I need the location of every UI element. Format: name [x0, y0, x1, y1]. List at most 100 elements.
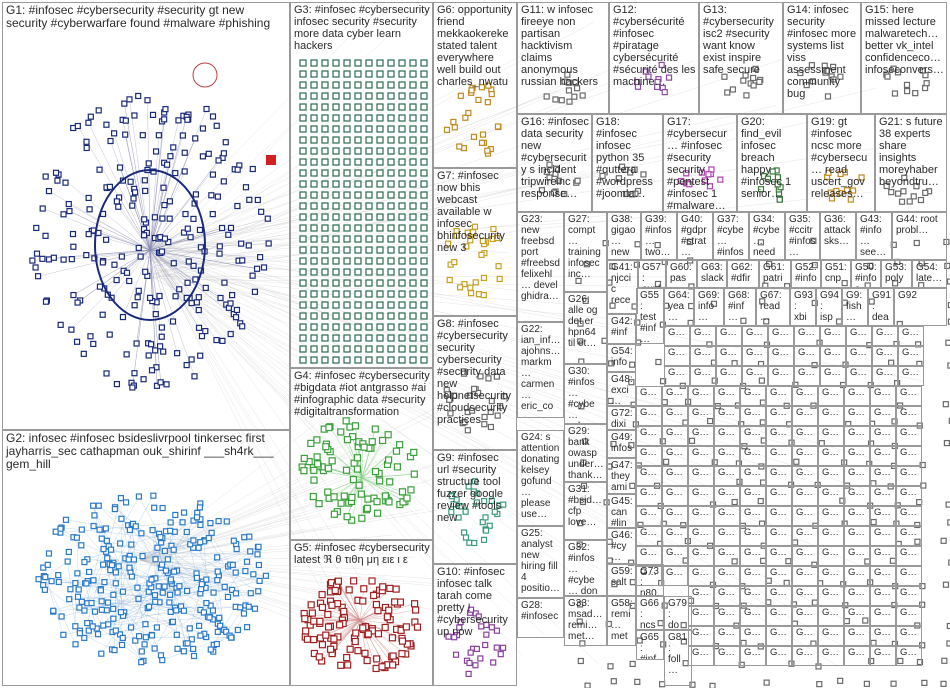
small-group-cell: G… [792, 526, 818, 546]
vertex [39, 205, 46, 212]
edge [149, 249, 178, 354]
small-group-cell: G… [792, 426, 818, 446]
vertex [216, 243, 223, 250]
vertex [181, 168, 188, 175]
group-label: G23: new freebsd port #freebsd felixehl…… [521, 214, 560, 302]
small-group-label: G… [798, 367, 815, 378]
edge [154, 257, 865, 490]
vertex [214, 193, 221, 200]
vertex [104, 555, 111, 562]
vertex [148, 367, 156, 374]
group-label: G22: ian_inf… ajohns… markm… carmen… eri… [521, 324, 561, 418]
vertex [837, 677, 844, 684]
group-box-g49: G49: infos… say… [607, 430, 636, 458]
small-group-cell: G… [636, 546, 662, 566]
group-box-g34: G34: #cybe… need… [749, 212, 785, 260]
small-group-label: G… [746, 347, 763, 358]
vertex [159, 504, 166, 512]
vertex [158, 561, 166, 568]
edge [43, 584, 144, 662]
small-group-label: G… [874, 547, 891, 558]
small-group-cell: G… [896, 506, 922, 526]
small-group-label: G… [746, 367, 763, 378]
vertex [763, 679, 770, 686]
vertex [111, 261, 118, 268]
vertex [132, 637, 139, 644]
small-group-label: G… [770, 427, 787, 438]
small-group-cell: G… [870, 606, 896, 626]
edge [133, 198, 151, 251]
vertex [265, 240, 272, 247]
small-group-cell: G… [818, 526, 844, 546]
small-group-cell: G… [740, 586, 766, 606]
vertex [65, 200, 72, 208]
small-group-label: G… [900, 447, 917, 458]
group-label: G1: #infosec #cybersecurity #security gt… [6, 3, 271, 30]
edge [157, 255, 781, 529]
vertex [57, 525, 64, 532]
edge [186, 531, 198, 578]
small-group-cell: G… [714, 626, 740, 646]
vertex [34, 273, 42, 280]
small-group-cell: G… [896, 546, 922, 566]
vertex [816, 681, 823, 688]
edge [361, 440, 383, 479]
small-group-label: G… [668, 327, 685, 338]
small-group-cell: G… [740, 566, 766, 586]
small-group-cell: G… [792, 586, 818, 606]
vertex [72, 579, 79, 587]
vertex [195, 294, 202, 301]
vertex [64, 558, 71, 565]
vertex [173, 607, 180, 614]
vertex [100, 545, 107, 553]
vertex [156, 292, 163, 300]
vertex [863, 680, 870, 687]
small-group-cell: G… [768, 346, 794, 366]
edge [173, 549, 188, 592]
small-group-cell: G… [740, 546, 766, 566]
vertex [66, 207, 73, 215]
small-group-label: G… [848, 447, 865, 458]
edge [156, 245, 737, 480]
small-group-label: G… [692, 607, 709, 618]
vertex [87, 113, 94, 120]
vertex [246, 533, 253, 540]
vertex [103, 121, 110, 128]
vertex [229, 561, 236, 568]
vertex [127, 624, 135, 631]
small-group-cell: G… [792, 386, 818, 406]
edge [156, 255, 786, 445]
vertex [96, 526, 103, 533]
vertex [119, 588, 127, 595]
vertex [129, 202, 136, 209]
vertex [174, 350, 181, 357]
vertex [134, 294, 141, 301]
vertex [154, 544, 161, 551]
small-group-label: G… [822, 427, 839, 438]
small-group-cell: G… [716, 346, 742, 366]
small-group-cell: G… [714, 606, 740, 626]
vertex [98, 650, 105, 657]
edge [148, 241, 902, 651]
edge [88, 122, 151, 251]
vertex [94, 631, 102, 638]
edge [133, 559, 139, 599]
vertex [264, 215, 271, 222]
vertex [151, 214, 158, 221]
vertex [158, 324, 165, 331]
small-group-cell: G… [896, 606, 922, 626]
vertex [141, 177, 148, 184]
vertex [209, 113, 217, 120]
small-group-label: G… [718, 547, 735, 558]
small-group-label: G… [770, 407, 787, 418]
edge [147, 191, 874, 272]
group-box-g58: G58: remi… met… [607, 596, 636, 646]
group-label: G35: #ccitr #infos… [789, 214, 816, 258]
edge [155, 170, 521, 252]
small-group-cell: G… [714, 526, 740, 546]
edge [333, 477, 363, 498]
small-group-label: G… [900, 407, 917, 418]
small-group-cell: G… [688, 406, 714, 426]
small-group-label: G… [848, 487, 865, 498]
vertex [140, 232, 148, 239]
